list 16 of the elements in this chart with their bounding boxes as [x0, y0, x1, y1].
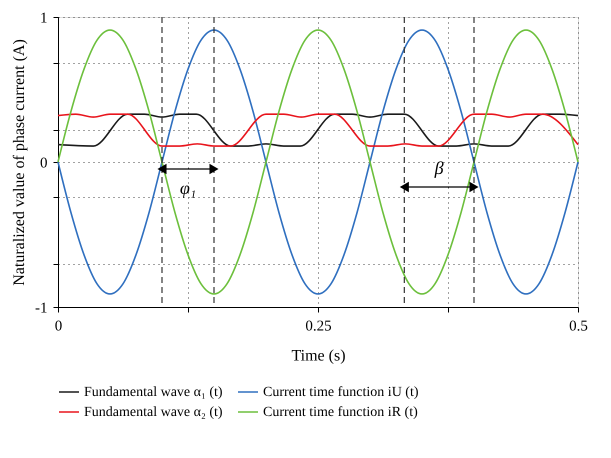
- y-tick-label: 0: [40, 156, 48, 172]
- annotation: φ₁: [180, 178, 196, 198]
- legend-label: Current time function iR (t): [263, 405, 418, 420]
- x-tick-label: 0.5: [569, 318, 588, 334]
- x-tick-label: 0: [54, 318, 62, 334]
- y-axis-title: Naturalized value of phase current (A): [11, 39, 28, 286]
- y-tick-label: 1: [40, 10, 48, 26]
- line-series: [57, 113, 579, 147]
- y-tick-label: -1: [35, 300, 48, 316]
- line-series: [57, 29, 579, 295]
- annotation: β: [434, 158, 444, 178]
- legend-label: Fundamental wave α₂ (t): [84, 405, 223, 420]
- x-tick-label: 0.25: [305, 318, 332, 334]
- x-axis-title: Time (s): [291, 348, 346, 364]
- legend-label: Fundamental wave α₁ (t): [84, 385, 223, 400]
- legend-label: Current time function iU (t): [263, 385, 419, 400]
